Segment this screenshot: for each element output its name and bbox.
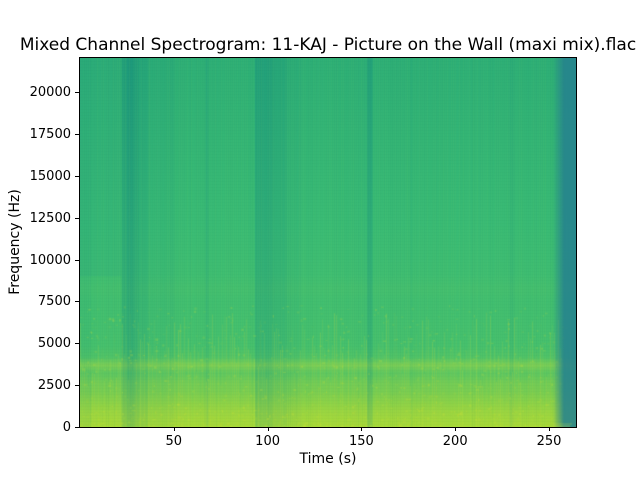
y-axis-label: Frequency (Hz) [7, 189, 23, 295]
x-tick-mark [455, 427, 457, 431]
y-tick-label: 5000 [37, 336, 71, 352]
plot-title: Mixed Channel Spectrogram: 11-KAJ - Pict… [19, 35, 637, 55]
x-tick-mark [361, 427, 363, 431]
y-tick-label: 15000 [29, 168, 71, 184]
y-tick-mark [75, 385, 79, 387]
y-tick-mark [75, 427, 79, 428]
y-tick-mark [75, 134, 79, 136]
y-tick-label: 2500 [37, 378, 71, 394]
x-tick-label: 50 [165, 434, 183, 449]
x-axis-label: Time (s) [299, 451, 357, 467]
x-tick-mark [548, 427, 550, 431]
y-tick-mark [75, 301, 79, 303]
y-tick-label: 12500 [29, 210, 71, 226]
y-tick-label: 17500 [29, 127, 71, 143]
axes-border [79, 57, 577, 428]
y-tick-mark [75, 92, 79, 94]
y-tick-label: 20000 [29, 85, 71, 101]
y-tick-mark [75, 259, 79, 261]
x-tick-label: 250 [536, 434, 562, 449]
x-tick-label: 200 [442, 434, 468, 449]
y-tick-label: 10000 [29, 252, 71, 268]
x-tick-label: 150 [348, 434, 374, 449]
y-tick-mark [75, 175, 79, 177]
y-tick-mark [75, 217, 79, 219]
spectrogram-heatmap [80, 58, 576, 427]
x-tick-label: 100 [255, 434, 281, 449]
x-tick-mark [173, 427, 175, 431]
y-tick-label: 7500 [37, 294, 71, 310]
x-tick-mark [267, 427, 269, 431]
y-tick-label: 0 [62, 420, 71, 435]
y-tick-mark [75, 343, 79, 345]
